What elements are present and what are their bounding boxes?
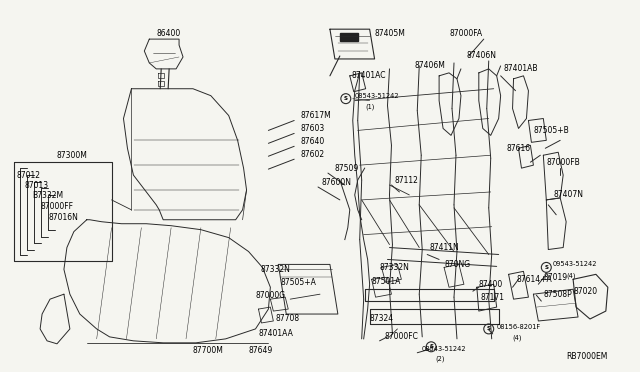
Polygon shape bbox=[340, 33, 358, 41]
Text: 87505+B: 87505+B bbox=[533, 126, 569, 135]
Text: 87019: 87019 bbox=[543, 273, 568, 282]
Text: 09543-51242: 09543-51242 bbox=[552, 262, 596, 267]
Text: 87401AB: 87401AB bbox=[504, 64, 538, 73]
Text: 87411N: 87411N bbox=[429, 243, 459, 252]
Text: 87324: 87324 bbox=[370, 314, 394, 324]
Text: RB7000EM: RB7000EM bbox=[566, 352, 607, 361]
Text: S: S bbox=[429, 344, 433, 349]
Text: 87401AA: 87401AA bbox=[259, 329, 293, 339]
Text: 87020: 87020 bbox=[573, 287, 597, 296]
Text: 870NG: 870NG bbox=[444, 260, 470, 269]
Text: 87602: 87602 bbox=[300, 150, 324, 159]
Text: 87000G: 87000G bbox=[255, 291, 285, 300]
Text: 87000FA: 87000FA bbox=[449, 29, 482, 38]
Text: 87508P: 87508P bbox=[543, 290, 572, 299]
Text: 87603: 87603 bbox=[300, 124, 324, 133]
Text: 87649: 87649 bbox=[248, 346, 273, 355]
Text: 87016N: 87016N bbox=[48, 213, 78, 222]
Text: (1): (1) bbox=[365, 103, 375, 110]
Text: 87401AC: 87401AC bbox=[352, 71, 387, 80]
Text: 87406M: 87406M bbox=[414, 61, 445, 70]
Text: S: S bbox=[487, 326, 491, 331]
Text: 87332N: 87332N bbox=[260, 265, 291, 274]
Text: S: S bbox=[544, 265, 548, 270]
Text: 87332N: 87332N bbox=[380, 263, 410, 272]
Text: 87614+A: 87614+A bbox=[516, 275, 552, 284]
Text: 87300M: 87300M bbox=[57, 151, 88, 160]
Text: 87600N: 87600N bbox=[322, 177, 352, 186]
Text: 87400: 87400 bbox=[479, 280, 503, 289]
Text: 87405M: 87405M bbox=[374, 29, 406, 38]
Text: (4): (4) bbox=[566, 272, 575, 279]
Text: 87617M: 87617M bbox=[300, 111, 331, 120]
Text: (4): (4) bbox=[513, 334, 522, 341]
Text: 87509: 87509 bbox=[335, 164, 359, 173]
Text: 87013: 87013 bbox=[24, 180, 49, 189]
Text: 08543-51242: 08543-51242 bbox=[421, 346, 466, 352]
Text: 87501A: 87501A bbox=[372, 277, 401, 286]
Text: B7332M: B7332M bbox=[32, 192, 63, 201]
Text: 87616: 87616 bbox=[507, 144, 531, 153]
Text: 08543-51242: 08543-51242 bbox=[355, 93, 399, 99]
Text: 87000FB: 87000FB bbox=[547, 158, 580, 167]
Text: 87708: 87708 bbox=[275, 314, 300, 324]
Text: 87112: 87112 bbox=[394, 176, 419, 185]
Text: 86400: 86400 bbox=[156, 29, 180, 38]
Text: (2): (2) bbox=[435, 356, 445, 362]
Text: 87505+A: 87505+A bbox=[280, 278, 316, 287]
Text: S: S bbox=[344, 96, 348, 101]
Text: 87171: 87171 bbox=[481, 293, 505, 302]
Text: 87000FC: 87000FC bbox=[385, 332, 419, 341]
Text: 87700M: 87700M bbox=[193, 346, 224, 355]
Text: 87000FF: 87000FF bbox=[40, 202, 73, 211]
Text: 87640: 87640 bbox=[300, 137, 324, 146]
Text: 87406N: 87406N bbox=[467, 51, 497, 61]
Text: 08156-8201F: 08156-8201F bbox=[497, 324, 541, 330]
Text: 87407N: 87407N bbox=[553, 190, 583, 199]
Text: 87012: 87012 bbox=[16, 171, 40, 180]
